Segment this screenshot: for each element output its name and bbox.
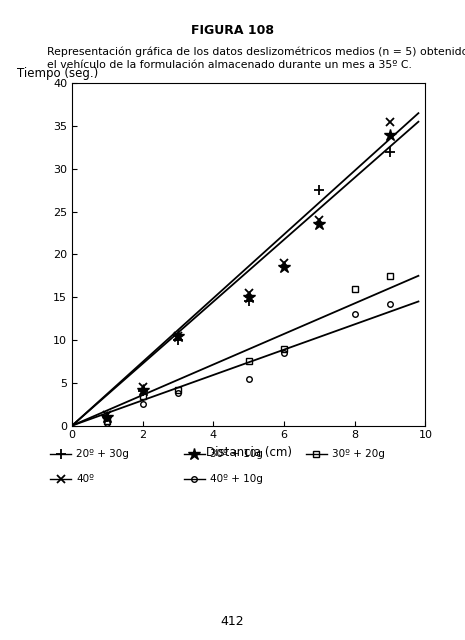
Text: 412: 412 [221,616,244,628]
Text: 40º + 10g: 40º + 10g [210,474,263,484]
Text: 30º + 10g: 30º + 10g [210,449,263,459]
Text: 40º: 40º [76,474,94,484]
Text: FIGURA 108: FIGURA 108 [191,24,274,37]
Text: Representación gráfica de los datos deslizométricos medios (n = 5) obtenidos en: Representación gráfica de los datos desl… [46,46,465,56]
Text: el vehículo de la formulación almacenado durante un mes a 35º C.: el vehículo de la formulación almacenado… [46,60,412,70]
Text: 30º + 20g: 30º + 20g [332,449,385,459]
Text: Tiempo (seg.): Tiempo (seg.) [17,67,99,80]
X-axis label: Distancia (cm): Distancia (cm) [206,446,292,459]
Text: 20º + 30g: 20º + 30g [76,449,129,459]
